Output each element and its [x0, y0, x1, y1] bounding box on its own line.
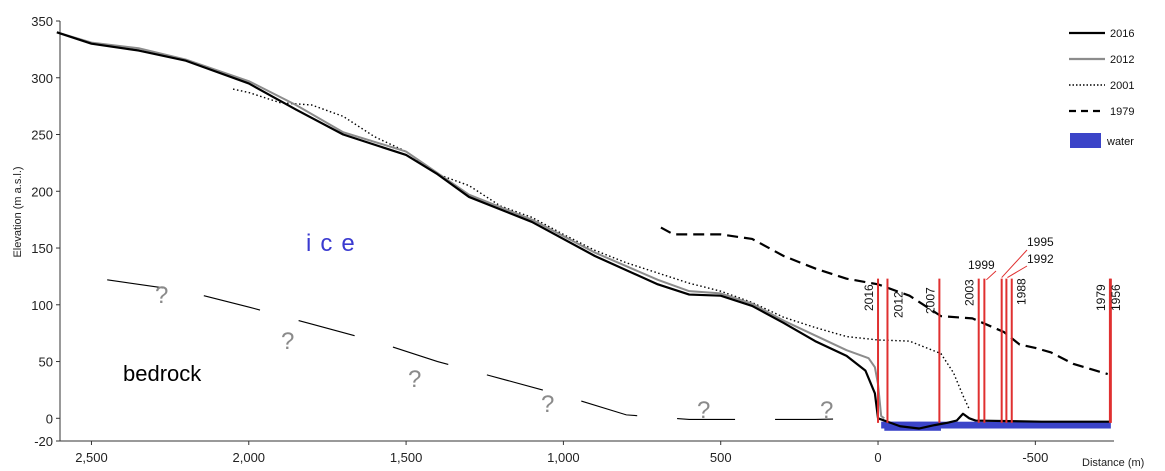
front-label-2003: 2003: [963, 279, 977, 306]
y-tick-label: 0: [46, 411, 53, 426]
legend: 2016 2012 2001 1979 water: [1069, 28, 1134, 148]
y-tick-label: -20: [34, 434, 53, 449]
water-area: [881, 421, 1111, 429]
y-tick-label: 300: [31, 71, 53, 86]
y-axis-title: Elevation (m a.s.l.): [12, 166, 24, 257]
x-tick-label: 1,500: [390, 450, 423, 465]
x-tick-label: 1,000: [547, 450, 580, 465]
legend-label-water: water: [1106, 136, 1134, 148]
front-label-2007: 2007: [923, 287, 937, 314]
uncertainty-mark: ?: [155, 282, 168, 309]
water-layer: [881, 421, 1111, 431]
y-tick-label: 250: [31, 128, 53, 143]
bedrock-line-layer: [107, 279, 869, 420]
leader-line-1995: [1001, 249, 1028, 278]
front-label-1979: 1979: [1094, 284, 1108, 311]
uncertainty-mark: ?: [541, 391, 554, 418]
front-label-1992: 1992: [1027, 252, 1054, 266]
x-tick-label: 2,500: [75, 450, 108, 465]
series-line-1979: [660, 226, 1109, 376]
uncertainty-mark: ?: [408, 366, 421, 393]
front-label-1956: 1956: [1109, 284, 1123, 311]
x-tick-label: 500: [710, 450, 732, 465]
leader-line-1999: [986, 270, 997, 281]
series-line-2012: [56, 31, 885, 420]
water-area-deep: [884, 421, 941, 431]
uncertainty-mark: ?: [820, 397, 833, 424]
uncertainty-mark: ?: [281, 328, 294, 355]
legend-label-2001: 2001: [1110, 80, 1134, 92]
leader-line-1992: [1007, 265, 1028, 278]
legend-label-2012: 2012: [1110, 54, 1134, 66]
y-tick-label: 350: [31, 14, 53, 29]
bedrock-label: bedrock: [123, 361, 202, 386]
front-positions: 2016 2012 2007 2003 1988 1979 1956 1999 1995 1992: [862, 235, 1123, 423]
series-line-2016: [56, 31, 1111, 430]
annotations: ice bedrock??????: [123, 230, 833, 424]
uncertainty-mark: ?: [697, 397, 710, 424]
front-label-1995: 1995: [1027, 235, 1054, 249]
y-tick-label: 200: [31, 184, 53, 199]
bedrock-line: [107, 279, 869, 420]
y-tick-label: 100: [31, 298, 53, 313]
x-tick-label: 0: [874, 450, 881, 465]
legend-label-2016: 2016: [1110, 28, 1134, 40]
y-tick-label: 150: [31, 241, 53, 256]
x-tick-label: 2,000: [233, 450, 266, 465]
legend-swatch-water: [1070, 133, 1101, 148]
legend-label-1979: 1979: [1110, 106, 1134, 118]
ice-label: ice: [306, 230, 364, 257]
front-label-1988: 1988: [1015, 278, 1029, 305]
y-tick-label: 50: [39, 355, 53, 370]
front-label-2016: 2016: [862, 284, 876, 311]
axes: [56, 20, 1114, 445]
front-label-1999: 1999: [968, 258, 995, 272]
x-axis-title: Distance (m): [1082, 457, 1144, 469]
x-tick-label: -500: [1022, 450, 1048, 465]
series-layer: [56, 31, 1111, 430]
front-label-2012: 2012: [891, 291, 905, 318]
